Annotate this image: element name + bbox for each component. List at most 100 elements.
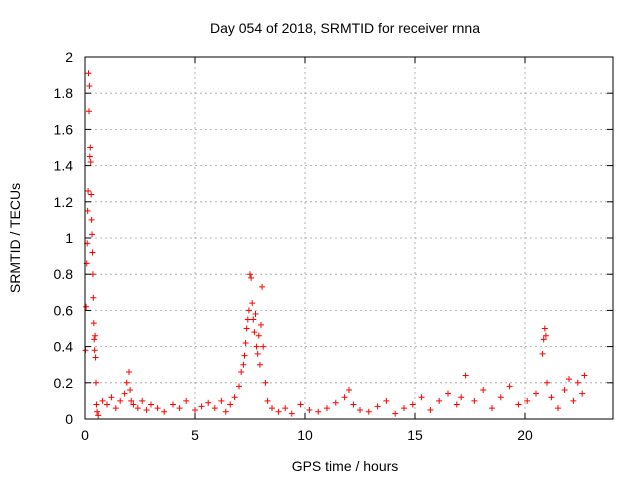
data-point xyxy=(86,82,93,89)
data-point xyxy=(574,379,581,386)
data-point xyxy=(365,408,372,415)
data-point xyxy=(123,379,130,386)
data-point xyxy=(539,350,546,357)
data-point xyxy=(205,399,212,406)
y-tick-label: 2 xyxy=(65,49,73,65)
data-point xyxy=(332,399,339,406)
data-point xyxy=(143,406,150,413)
data-point xyxy=(87,144,94,151)
data-point xyxy=(84,207,91,214)
data-point xyxy=(357,406,363,413)
data-point xyxy=(383,397,390,404)
data-point xyxy=(570,397,577,404)
data-point xyxy=(154,405,161,412)
data-point xyxy=(88,191,95,198)
data-point xyxy=(409,401,416,408)
data-point xyxy=(85,70,92,77)
plot-frame xyxy=(84,56,614,420)
y-tick-label: 1.4 xyxy=(54,158,74,174)
data-point xyxy=(108,394,115,401)
data-point xyxy=(255,332,262,339)
x-tick-label: 5 xyxy=(191,427,199,443)
data-point xyxy=(253,343,260,350)
x-tick-label: 15 xyxy=(407,427,423,443)
data-point xyxy=(306,406,313,413)
data-point xyxy=(260,343,267,350)
y-axis-label: SRMTID / TECUs xyxy=(7,183,23,293)
data-point xyxy=(401,405,407,412)
axis-ticks xyxy=(84,56,613,420)
data-point xyxy=(242,339,249,346)
y-tick-label: 1.8 xyxy=(54,85,74,101)
x-tick-label: 0 xyxy=(81,427,89,443)
data-point xyxy=(248,274,255,281)
data-point xyxy=(561,387,568,394)
data-point xyxy=(374,403,381,410)
data-point xyxy=(198,403,205,410)
data-point xyxy=(462,372,469,379)
data-point xyxy=(148,401,154,408)
x-tick-label: 10 xyxy=(297,427,313,443)
data-point xyxy=(544,379,550,386)
y-tick-label: 0.2 xyxy=(54,375,74,391)
data-point xyxy=(130,401,137,408)
data-point xyxy=(259,283,266,290)
data-point xyxy=(524,397,531,404)
data-point xyxy=(269,405,275,412)
data-point xyxy=(218,397,225,404)
data-point xyxy=(480,387,487,394)
data-point xyxy=(183,397,190,404)
data-point xyxy=(139,397,146,404)
data-point xyxy=(86,153,93,160)
data-point xyxy=(262,379,269,386)
y-tick-label: 0.6 xyxy=(54,302,74,318)
data-point xyxy=(91,336,98,343)
data-point xyxy=(249,300,256,307)
data-point xyxy=(288,410,295,417)
data-point xyxy=(126,368,132,375)
data-point xyxy=(93,379,99,386)
data-point xyxy=(497,394,504,401)
data-point xyxy=(134,405,141,412)
y-tick-label: 0.4 xyxy=(54,339,74,355)
data-point xyxy=(282,405,289,412)
data-point xyxy=(566,376,572,383)
y-tick-label: 0.8 xyxy=(54,266,74,282)
data-point xyxy=(256,361,263,368)
y-tick-labels: 0 0.2 0.4 0.6 0.8 1 1.2 1.4 1.6 1.8 2 xyxy=(54,49,74,427)
data-point xyxy=(244,316,251,323)
data-point xyxy=(392,410,399,417)
data-point xyxy=(541,325,548,332)
data-point xyxy=(121,390,128,397)
data-point xyxy=(555,405,561,412)
data-point xyxy=(258,321,264,328)
data-point xyxy=(236,383,242,390)
data-point xyxy=(458,394,465,401)
data-point xyxy=(91,347,98,354)
chart-title: Day 054 of 2018, SRMTID for receiver rnn… xyxy=(210,20,480,36)
x-tick-label: 20 xyxy=(517,427,533,443)
data-point xyxy=(581,372,588,379)
data-point xyxy=(99,397,106,404)
data-point xyxy=(176,405,183,412)
data-point xyxy=(90,294,97,301)
data-point xyxy=(350,401,357,408)
data-point xyxy=(93,401,100,408)
data-point xyxy=(324,405,330,412)
data-point xyxy=(243,325,250,332)
data-point xyxy=(88,216,95,223)
data-point xyxy=(238,368,245,375)
data-point xyxy=(192,406,198,413)
data-point xyxy=(89,231,96,238)
data-point xyxy=(250,316,257,323)
data-point xyxy=(227,401,234,408)
data-point xyxy=(85,108,92,115)
data-point xyxy=(92,332,99,339)
data-point xyxy=(515,401,522,408)
data-point xyxy=(161,408,168,415)
data-point xyxy=(540,336,547,343)
data-point xyxy=(92,354,99,361)
data-point xyxy=(254,350,261,357)
data-point xyxy=(533,390,539,397)
data-point xyxy=(170,401,176,408)
